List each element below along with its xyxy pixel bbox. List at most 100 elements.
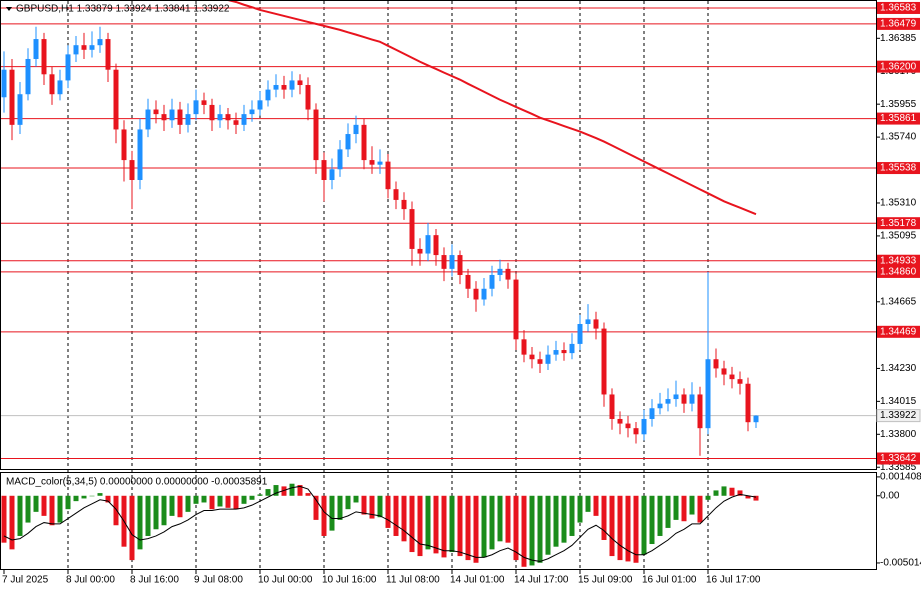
macd-bar xyxy=(577,495,583,523)
candle-body xyxy=(577,324,583,344)
candle-body xyxy=(65,54,71,81)
macd-bar xyxy=(265,489,271,496)
candle-body xyxy=(433,235,439,256)
candle-body xyxy=(489,274,495,289)
macd-bar xyxy=(169,495,175,516)
x-tick-label: 10 Jul 00:00 xyxy=(258,575,313,586)
macd-bar xyxy=(417,495,423,557)
candle-body xyxy=(601,328,607,395)
candle-body xyxy=(745,383,751,423)
level-label: 1.34469 xyxy=(880,326,917,337)
candle-body xyxy=(545,354,551,364)
candle-body xyxy=(97,39,103,46)
candle-body xyxy=(649,408,655,419)
macd-bar xyxy=(281,486,287,496)
level-label: 1.36583 xyxy=(880,3,917,14)
macd-bar xyxy=(25,495,31,523)
y-tick-label: 1.34665 xyxy=(880,296,917,307)
candle-body xyxy=(497,268,503,275)
candle-body xyxy=(537,359,543,364)
y-tick-label: 1.33800 xyxy=(880,429,917,440)
level-box xyxy=(877,162,920,175)
macd-bar xyxy=(313,495,319,520)
macd-bar xyxy=(673,495,679,520)
candle-body xyxy=(465,274,471,289)
macd-bar xyxy=(601,495,607,540)
candle-body xyxy=(145,109,151,130)
candle-body xyxy=(521,339,527,355)
macd-bar xyxy=(489,495,495,550)
macd-bar xyxy=(201,495,207,503)
macd-bar xyxy=(505,495,511,543)
level-box xyxy=(877,265,920,278)
macd-bar xyxy=(641,495,647,555)
x-tick-label: 7 Jul 2025 xyxy=(2,575,49,586)
macd-bar xyxy=(753,495,759,501)
candle-body xyxy=(289,80,295,90)
candle-body xyxy=(153,109,159,115)
level-box xyxy=(877,217,920,230)
macd-bar xyxy=(225,495,231,508)
macd-bar xyxy=(553,495,559,547)
macd-bar xyxy=(369,495,375,519)
candle-body xyxy=(217,114,223,121)
y-tick-label: 1.35955 xyxy=(880,99,917,110)
x-tick-label: 8 Jul 00:00 xyxy=(66,575,115,586)
y-tick-label: 1.35095 xyxy=(880,231,917,242)
level-box xyxy=(877,325,920,338)
macd-bar xyxy=(745,495,751,499)
candle-body xyxy=(377,161,383,165)
macd-bar xyxy=(321,495,327,536)
level-box xyxy=(877,1,920,14)
candle-body xyxy=(161,114,167,121)
candle-body xyxy=(9,69,15,125)
macd-bar xyxy=(241,495,247,504)
macd-bar xyxy=(521,495,527,567)
candle-body xyxy=(137,129,143,180)
candle-body xyxy=(409,209,415,249)
candle-body xyxy=(201,100,207,105)
candle-body xyxy=(329,169,335,180)
macd-bar xyxy=(721,486,727,496)
y-tick-label: 1.35310 xyxy=(880,198,917,209)
candle-body xyxy=(353,124,359,135)
candle-body xyxy=(241,114,247,125)
level-box xyxy=(877,112,920,125)
x-tick-label: 15 Jul 09:00 xyxy=(578,575,633,586)
macd-bar xyxy=(649,495,655,545)
macd-bar xyxy=(385,495,391,528)
y-tick-label: -0.0050146 xyxy=(880,558,921,569)
candle-body xyxy=(569,343,575,354)
macd-bar xyxy=(361,495,367,515)
macd-bar xyxy=(561,495,567,543)
candle-body xyxy=(721,368,727,375)
candle-body xyxy=(481,288,487,300)
macd-bar xyxy=(217,495,223,507)
candle-body xyxy=(233,120,239,125)
candle-body xyxy=(225,114,231,121)
candle-body xyxy=(457,255,463,275)
candle-body xyxy=(193,100,199,115)
level-label: 1.35178 xyxy=(880,218,917,229)
candle-body xyxy=(513,279,519,340)
macd-bar xyxy=(297,485,303,496)
macd-bar xyxy=(569,495,575,536)
candle-body xyxy=(297,80,303,86)
candle-body xyxy=(441,255,447,269)
candle-body xyxy=(361,124,367,161)
level-label: 1.36479 xyxy=(880,19,917,30)
macd-bar xyxy=(705,495,711,500)
x-tick-label: 14 Jul 17:00 xyxy=(514,575,569,586)
candle-body xyxy=(561,350,567,354)
candle-body xyxy=(665,399,671,404)
candle-body xyxy=(505,268,511,280)
macd-bar xyxy=(665,495,671,528)
macd-bar xyxy=(681,495,687,522)
candle-body xyxy=(625,423,631,429)
candle-body xyxy=(641,418,647,435)
candle-body xyxy=(753,415,759,423)
candle-body xyxy=(617,418,623,424)
moving-average xyxy=(227,1,757,216)
candle-body xyxy=(697,394,703,429)
